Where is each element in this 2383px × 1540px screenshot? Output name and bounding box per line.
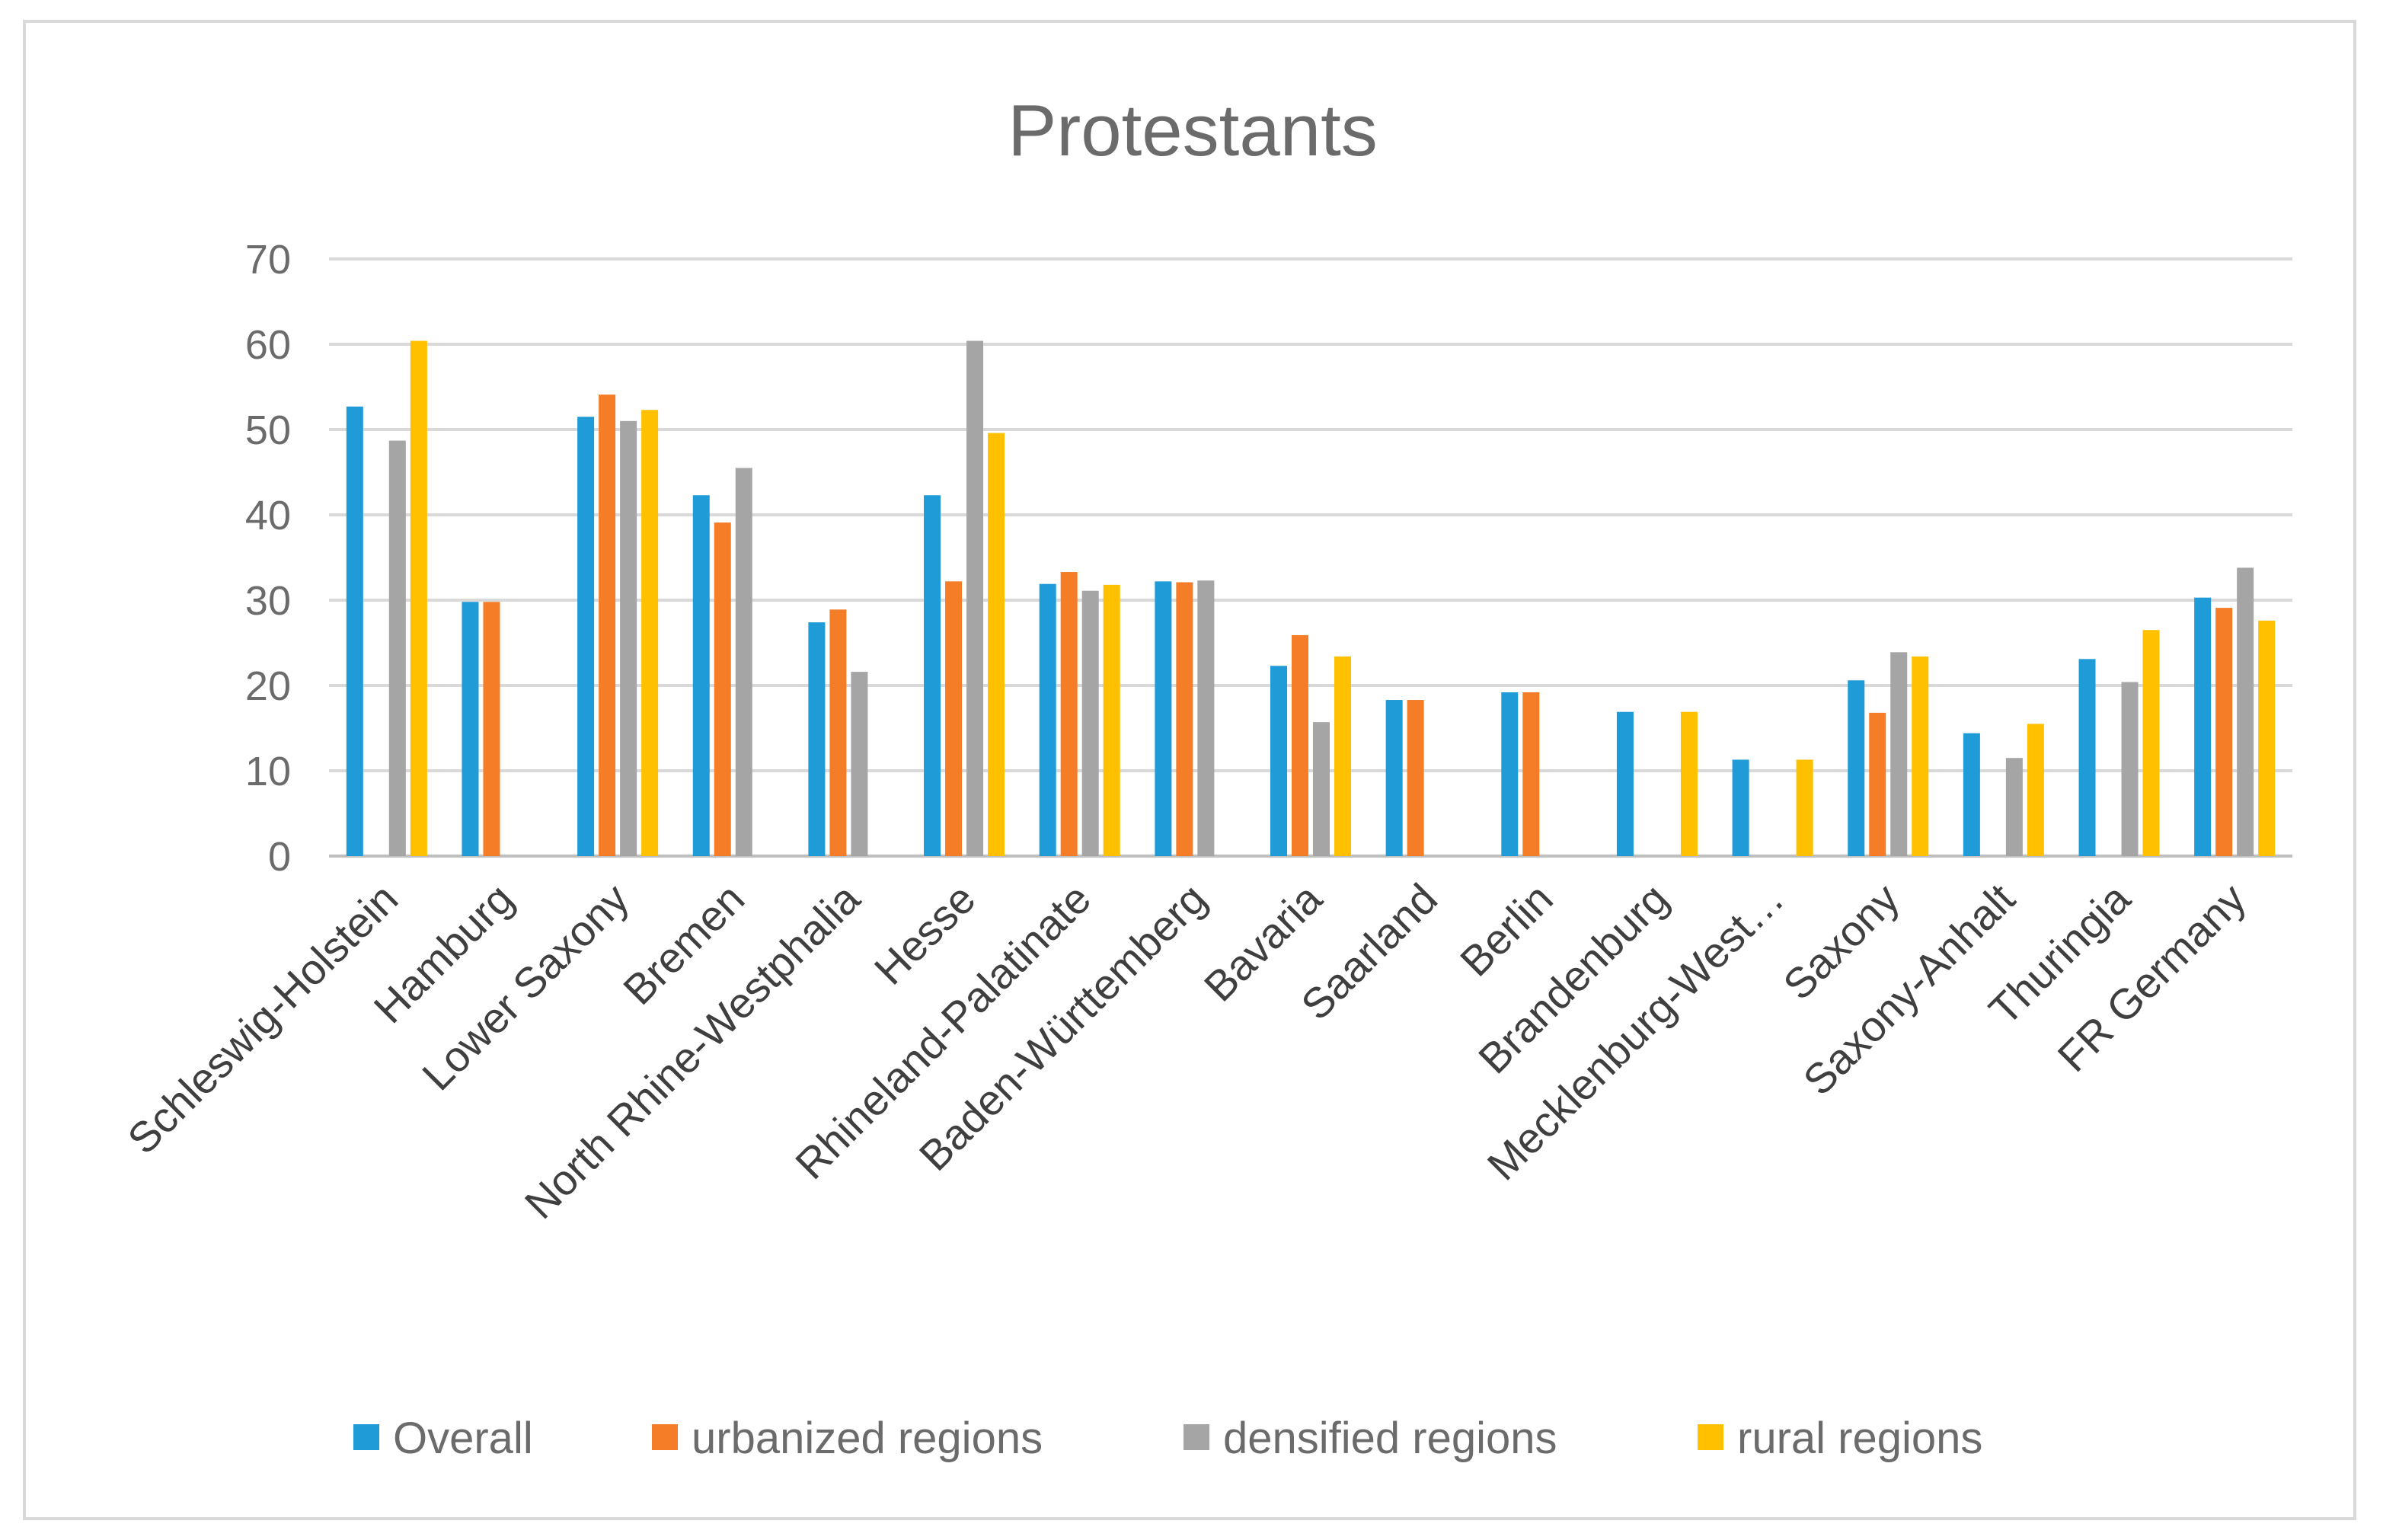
legend-label: Overall <box>393 1414 533 1463</box>
bar-rural-regions-13 <box>1912 656 1929 856</box>
x-category-label: Schleswig-Holstein <box>118 874 407 1163</box>
bar-overall-12 <box>1732 759 1749 856</box>
bar-urbanized-regions-16 <box>2215 608 2233 856</box>
bar-overall-10 <box>1501 692 1519 856</box>
bar-urbanized-regions-4 <box>829 609 847 856</box>
bar-rural-regions-12 <box>1796 759 1813 856</box>
bar-overall-6 <box>1039 583 1056 856</box>
bar-overall-8 <box>1270 666 1287 856</box>
legend-swatch <box>652 1424 678 1450</box>
bar-overall-11 <box>1616 711 1634 856</box>
bar-overall-3 <box>692 495 710 856</box>
bar-overall-15 <box>2078 659 2096 856</box>
bar-urbanized-regions-1 <box>483 602 500 856</box>
bar-urbanized-regions-8 <box>1292 634 1308 856</box>
y-tick-label: 70 <box>245 237 291 283</box>
y-tick-label: 40 <box>245 493 291 538</box>
bar-rural-regions-6 <box>1103 584 1120 856</box>
bar-densified-regions-14 <box>2005 758 2023 856</box>
bar-rural-regions-14 <box>2027 724 2044 856</box>
chart-title: Protestants <box>1008 90 1378 171</box>
legend-label: urbanized regions <box>692 1414 1043 1463</box>
bar-densified-regions-15 <box>2121 682 2139 856</box>
bar-densified-regions-7 <box>1197 580 1215 856</box>
legend-label: rural regions <box>1737 1414 1982 1463</box>
chart-svg: Protestants 0 10 20 30 40 50 60 70 Schleswig-Ho… <box>118 90 2292 1463</box>
bar-rural-regions-2 <box>641 410 659 856</box>
x-category-label: Lower Saxony <box>413 874 637 1099</box>
chart-frame: Protestants 0 10 20 30 40 50 60 70 Schleswig-Ho… <box>23 20 2356 1520</box>
y-tick-label: 10 <box>245 749 291 794</box>
legend-label: densified regions <box>1223 1414 1557 1463</box>
bar-densified-regions-8 <box>1313 722 1330 856</box>
bar-overall-13 <box>1848 680 1865 856</box>
y-tick-label: 60 <box>245 322 291 368</box>
bar-urbanized-regions-13 <box>1869 712 1886 856</box>
y-tick-label: 30 <box>245 578 291 624</box>
bar-urbanized-regions-7 <box>1176 582 1193 856</box>
bar-densified-regions-4 <box>851 672 868 856</box>
y-tick-label: 0 <box>268 834 291 880</box>
bar-rural-regions-8 <box>1334 656 1351 856</box>
bar-overall-7 <box>1155 581 1172 856</box>
bar-rural-regions-5 <box>988 433 1005 856</box>
bar-densified-regions-2 <box>620 420 637 856</box>
bar-overall-0 <box>346 406 363 856</box>
y-tick-label: 50 <box>245 407 291 453</box>
bar-overall-1 <box>462 602 479 856</box>
bar-urbanized-regions-6 <box>1060 572 1078 856</box>
bar-urbanized-regions-9 <box>1407 700 1424 856</box>
y-tick-label: 20 <box>245 663 291 709</box>
bar-densified-regions-5 <box>966 340 984 856</box>
bar-densified-regions-0 <box>388 440 406 856</box>
legend-swatch <box>1698 1424 1723 1450</box>
bar-densified-regions-16 <box>2237 567 2254 856</box>
legend-swatch <box>1184 1424 1209 1450</box>
bar-urbanized-regions-10 <box>1522 692 1540 856</box>
bar-rural-regions-16 <box>2258 620 2276 856</box>
bar-urbanized-regions-2 <box>599 395 616 856</box>
bar-urbanized-regions-3 <box>714 522 731 856</box>
bar-densified-regions-13 <box>1890 652 1908 856</box>
bar-overall-9 <box>1385 700 1403 856</box>
bar-rural-regions-0 <box>410 340 427 856</box>
x-category-label: Berlin <box>1451 874 1562 986</box>
bar-overall-16 <box>2194 597 2212 856</box>
bar-overall-14 <box>1963 733 1980 856</box>
legend-swatch <box>353 1424 379 1450</box>
bar-rural-regions-11 <box>1680 711 1698 856</box>
y-axis-ticks: 0 10 20 30 40 50 60 70 <box>245 237 291 880</box>
bar-urbanized-regions-5 <box>945 581 963 856</box>
bar-overall-4 <box>808 622 826 856</box>
bar-densified-regions-3 <box>735 468 752 856</box>
bar-rural-regions-15 <box>2142 630 2160 856</box>
legend: Overall urbanized regions densified region… <box>353 1414 1982 1463</box>
bars <box>346 340 2276 856</box>
bar-overall-2 <box>577 417 595 856</box>
bar-densified-regions-6 <box>1081 590 1099 856</box>
bar-overall-5 <box>924 495 941 856</box>
